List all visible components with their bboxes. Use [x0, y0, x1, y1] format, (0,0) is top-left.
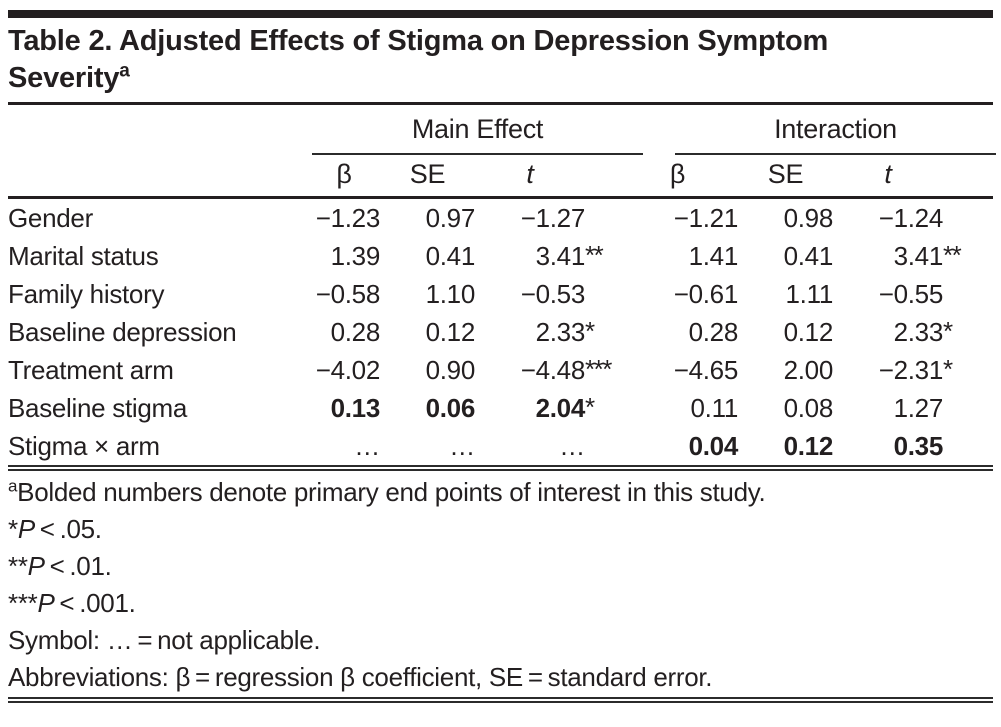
cell-main-t: −1.27 — [520, 202, 586, 233]
cell-main-t: 3.41 ** — [475, 239, 617, 272]
cell-main-t: 2.04 * — [475, 391, 617, 424]
column-header-se-main: SE — [409, 159, 446, 189]
group-header-row: Main Effect Interaction — [8, 105, 996, 155]
column-header-beta-interaction: β — [669, 159, 686, 189]
cell-int-se: 0.98 — [783, 202, 834, 233]
cell-main-se: 0.97 — [425, 202, 476, 233]
row-label: Family history — [8, 278, 165, 309]
cell-main-se: … — [449, 430, 475, 461]
cell-int-t: −2.31 * — [833, 353, 993, 386]
cell-main-se: 0.90 — [425, 354, 476, 385]
footnote-p001: ***P < .001. — [8, 588, 136, 618]
cell-int-t: −1.24 — [878, 202, 944, 233]
table-title-line2: Severitya — [8, 60, 130, 94]
cell-main-se: 1.10 — [425, 278, 476, 309]
cell-main-beta: −1.23 — [315, 202, 381, 233]
top-heavy-rule — [8, 10, 993, 18]
significance-marker: *** — [585, 353, 612, 384]
table-title-line1: Table 2. Adjusted Effects of Stigma on D… — [8, 25, 829, 57]
bottom-heavy-rule — [8, 697, 993, 703]
footnotes: aBolded numbers denote primary end point… — [8, 474, 993, 696]
footnote-symbol: Symbol: … = not applicable. — [8, 625, 321, 655]
cell-int-beta: 1.41 — [688, 240, 739, 271]
cell-main-beta: 1.39 — [330, 240, 381, 271]
group-header-spacer — [8, 105, 308, 153]
column-header-t-interaction: t — [884, 159, 892, 189]
cell-int-se: 0.12 — [783, 430, 834, 461]
table-row: Baseline stigma 0.13 0.06 2.04 * 0.11 0.08 1.27 — [8, 389, 993, 427]
cell-main-t: 2.33 * — [475, 315, 617, 348]
footnote-a-marker: a — [8, 476, 18, 496]
significance-marker: * — [585, 391, 595, 422]
table-row: Family history −0.58 1.10 −0.53 −0.61 1.11 −0.… — [8, 275, 993, 313]
cell-main-t: −4.48 *** — [475, 353, 617, 386]
significance-marker: ** — [585, 239, 604, 270]
row-label: Marital status — [8, 240, 159, 271]
column-header-t-main: t — [526, 159, 534, 189]
group-header-main-effect: Main Effect — [308, 105, 643, 155]
cell-int-beta: 0.04 — [688, 430, 739, 461]
body-footnote-divider-rule — [8, 465, 993, 471]
table-row: Gender −1.23 0.97 −1.27 −1.21 0.98 −1.24 — [8, 199, 993, 237]
cell-int-se: 1.11 — [785, 278, 834, 309]
cell-int-se: 0.12 — [783, 316, 834, 347]
cell-int-beta: 0.11 — [690, 392, 739, 423]
cell-main-se: 0.12 — [425, 316, 476, 347]
row-label: Gender — [8, 202, 93, 233]
row-label: Stigma × arm — [8, 430, 160, 461]
table-title: Table 2. Adjusted Effects of Stigma on D… — [8, 23, 993, 97]
cell-int-t: 3.41 ** — [833, 239, 993, 272]
table-row: Marital status 1.39 0.41 3.41 ** 1.41 0.41 3.41… — [8, 237, 993, 275]
table-row: Treatment arm −4.02 0.90 −4.48 *** −4.65 2.00−… — [8, 351, 993, 389]
table-row: Baseline depression 0.28 0.12 2.33 * 0.28 0.12… — [8, 313, 993, 351]
cell-main-beta: … — [354, 430, 380, 461]
header-body-divider-rule — [8, 196, 993, 199]
cell-int-beta: −0.61 — [673, 278, 739, 309]
cell-int-se: 0.08 — [783, 392, 834, 423]
table-body: Gender −1.23 0.97 −1.27 −1.21 0.98 −1.24 Marita… — [8, 199, 993, 465]
cell-int-t: 0.35 — [893, 430, 944, 461]
cell-main-t: … — [559, 430, 585, 461]
significance-marker: ** — [943, 239, 962, 270]
column-header-beta-main: β — [336, 159, 352, 189]
significance-marker: * — [943, 315, 953, 346]
group-header-interaction: Interaction — [617, 105, 996, 155]
cell-main-beta: −4.02 — [315, 354, 381, 385]
footnote-a: aBolded numbers denote primary end point… — [8, 476, 766, 507]
cell-int-t: 2.33 * — [833, 315, 993, 348]
significance-marker: * — [943, 353, 953, 384]
cell-int-se: 2.00 — [783, 354, 834, 385]
footnote-abbreviations: Abbreviations: β = regression β coeffici… — [8, 662, 713, 692]
cell-main-t: −0.53 — [520, 278, 586, 309]
row-label: Treatment arm — [8, 354, 174, 385]
cell-int-se: 0.41 — [783, 240, 834, 271]
significance-marker: * — [585, 315, 595, 346]
cell-int-t: −0.55 — [878, 278, 944, 309]
cell-int-beta: −1.21 — [673, 202, 739, 233]
cell-main-beta: 0.28 — [330, 316, 381, 347]
cell-main-se: 0.06 — [425, 392, 476, 423]
table-row: Stigma × arm … … … 0.04 0.12 0.35 — [8, 427, 993, 465]
title-footnote-marker: a — [119, 60, 130, 82]
row-label: Baseline stigma — [8, 392, 188, 423]
cell-int-beta: −4.65 — [673, 354, 739, 385]
cell-main-beta: −0.58 — [315, 278, 381, 309]
row-label: Baseline depression — [8, 316, 237, 347]
cell-int-beta: 0.28 — [688, 316, 739, 347]
footnote-p05: *P < .05. — [8, 514, 102, 544]
footnote-p01: **P < .01. — [8, 551, 112, 581]
column-header-se-interaction: SE — [767, 159, 804, 189]
cell-main-se: 0.41 — [425, 240, 476, 271]
cell-main-beta: 0.13 — [330, 392, 381, 423]
table-figure: Table 2. Adjusted Effects of Stigma on D… — [0, 10, 1001, 703]
column-header-row: β SE t β SE t — [8, 153, 993, 196]
title-divider-rule — [8, 102, 993, 105]
cell-int-t: 1.27 — [893, 392, 944, 423]
